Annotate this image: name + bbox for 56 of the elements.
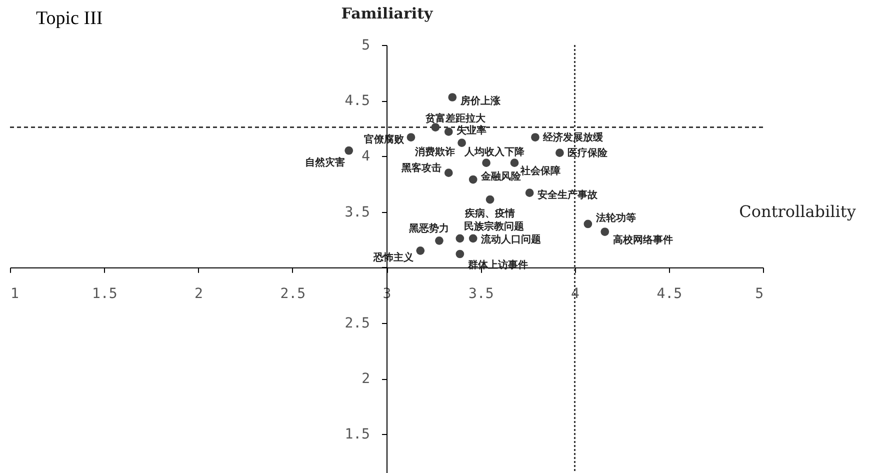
y-tick-label: 2.5	[344, 315, 370, 332]
x-tick-label: 5	[755, 286, 764, 302]
point	[448, 93, 457, 102]
point	[435, 236, 444, 245]
point	[416, 246, 425, 255]
annotation: 疾病、疫情	[464, 208, 516, 220]
point	[456, 250, 464, 258]
annotation: 贫富差距拉大	[424, 112, 486, 124]
y-tick-label: 1.5	[344, 426, 370, 443]
x-tick-label: 1.5	[92, 286, 118, 302]
y-tick-label: 4.5	[344, 93, 370, 110]
point	[344, 146, 354, 155]
chart-title: Topic III	[36, 8, 103, 29]
y-axis-title: Familiarity	[341, 4, 434, 22]
point	[584, 220, 592, 228]
x-tick-label: 2	[194, 286, 203, 302]
point	[468, 234, 478, 243]
annotation: 自然灾害	[304, 156, 345, 169]
point	[486, 195, 494, 204]
annotation: 黑恶势力	[408, 222, 450, 235]
annotation: 社会保障	[520, 164, 561, 177]
point	[510, 158, 519, 168]
y-tick-label: 4	[362, 148, 370, 165]
y-tick-label: 3.5	[344, 204, 370, 220]
annotation: 民族宗教问题	[464, 220, 524, 232]
point	[458, 138, 466, 148]
annotation: 医疗保险	[568, 146, 609, 159]
point	[431, 123, 440, 132]
point	[600, 228, 610, 236]
annotation: 高校网络事件	[612, 234, 673, 246]
point	[525, 188, 534, 198]
annotation: 失业率	[456, 124, 487, 137]
x-tick-label: 3.5	[468, 286, 494, 302]
annotation: 消费欺诈	[414, 146, 455, 158]
point	[468, 175, 478, 184]
x-axis-title: Controllability	[739, 202, 856, 221]
point	[456, 234, 464, 243]
annotation: 金融风险	[480, 170, 522, 183]
point	[406, 133, 416, 142]
x-tick-label: 4.5	[656, 286, 682, 302]
y-tick-label: 2	[362, 371, 370, 388]
annotation: 安全生产事故	[538, 188, 599, 201]
x-tick-label: 1	[10, 286, 19, 302]
annotation: 房价上涨	[459, 95, 502, 108]
point	[444, 168, 453, 178]
annotation: 流动人口问题	[480, 233, 542, 246]
x-tick-label: 2.5	[280, 286, 306, 302]
point	[531, 133, 540, 142]
point	[482, 158, 490, 168]
y-tick-label: 5	[362, 38, 370, 54]
point	[444, 128, 453, 136]
annotation: 法轮功等	[594, 212, 636, 224]
annotation: 经济发展放缓	[542, 131, 604, 144]
annotation: 人均收入下降	[463, 146, 526, 158]
annotation: 黑客攻击	[400, 162, 442, 174]
point	[556, 148, 564, 158]
